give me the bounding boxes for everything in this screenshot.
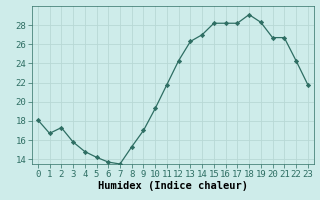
X-axis label: Humidex (Indice chaleur): Humidex (Indice chaleur) — [98, 181, 248, 191]
